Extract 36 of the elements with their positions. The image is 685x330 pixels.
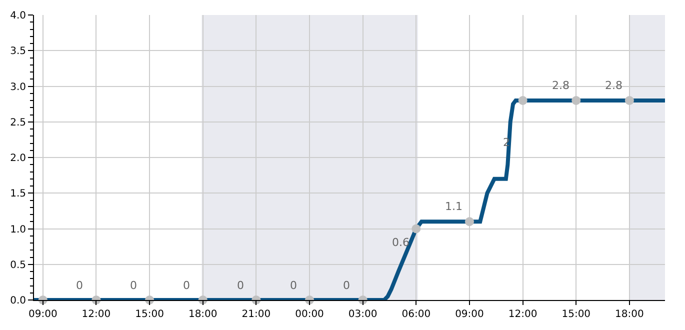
point — [518, 96, 528, 105]
annotation: 2.8 — [605, 79, 622, 92]
x-tick-label: 06:00 — [402, 309, 431, 320]
annotation: 0 — [290, 279, 297, 292]
x-tick-label: 00:00 — [295, 309, 324, 320]
annotation: 1.1 — [445, 200, 462, 213]
y-tick-label: 2.5 — [10, 117, 26, 128]
point — [412, 224, 421, 234]
y-tick-label: 0.0 — [10, 296, 26, 306]
annotation: 0 — [237, 279, 244, 292]
annotation: 0 — [183, 279, 190, 292]
y-tick-label: 0.5 — [10, 260, 26, 271]
y-tick-label: 3.5 — [10, 46, 26, 58]
y-tick-label: 1.5 — [10, 188, 26, 200]
x-tick-label: 12:00 — [508, 309, 538, 320]
x-tick-label: 03:00 — [348, 309, 378, 320]
y-tick-label: 3.0 — [10, 82, 26, 93]
point — [464, 217, 474, 226]
y-tick-label: 2.0 — [10, 153, 26, 164]
x-tick-label: 18:00 — [615, 309, 644, 320]
x-tick-label: 15:00 — [135, 309, 164, 320]
x-tick-label: 09:00 — [28, 309, 58, 320]
annotation: 0.6 — [392, 236, 410, 249]
x-tick-label: 12:00 — [82, 309, 111, 320]
annotation: 0 — [76, 279, 83, 292]
annotation: 0 — [343, 279, 350, 292]
x-tick-label: 15:00 — [562, 309, 591, 320]
point — [624, 96, 634, 105]
x-tick-label: 21:00 — [242, 309, 271, 320]
x-tick-label: 18:00 — [188, 309, 218, 320]
x-tick-label: 09:00 — [455, 309, 484, 320]
point — [572, 96, 581, 105]
y-tick-label: 4.0 — [10, 10, 26, 22]
annotation: 2.8 — [552, 79, 570, 92]
annotation: 0 — [130, 279, 137, 292]
y-tick-label: 1.0 — [10, 224, 26, 236]
